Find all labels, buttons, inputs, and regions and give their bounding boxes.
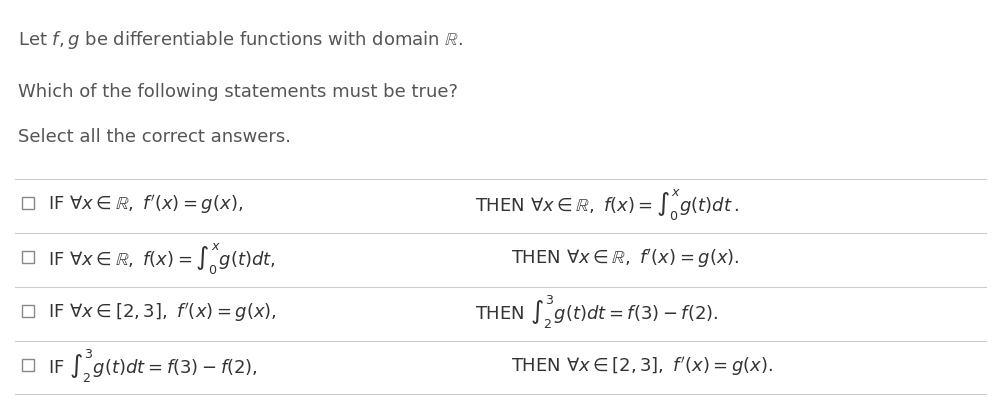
Text: Which of the following statements must be true?: Which of the following statements must b… xyxy=(18,83,458,100)
Text: Select all the correct answers.: Select all the correct answers. xyxy=(18,128,291,146)
Text: THEN $\forall x \in [2,3],\ f'(x) = g(x).$: THEN $\forall x \in [2,3],\ f'(x) = g(x)… xyxy=(511,354,773,377)
Text: THEN $\forall x \in \mathbb{R},\ f'(x) = g(x).$: THEN $\forall x \in \mathbb{R},\ f'(x) =… xyxy=(511,247,739,270)
Text: Let $f, g$ be differentiable functions with domain $\mathbb{R}$.: Let $f, g$ be differentiable functions w… xyxy=(18,29,463,51)
Text: IF $\forall x \in \mathbb{R},\ f(x) = \int_0^x g(t)dt,$: IF $\forall x \in \mathbb{R},\ f(x) = \i… xyxy=(48,241,275,275)
Text: THEN $\int_2^3 g(t)dt = f(3) - f(2).$: THEN $\int_2^3 g(t)dt = f(3) - f(2).$ xyxy=(475,293,719,330)
Text: IF $\forall x \in \mathbb{R},\ f'(x) = g(x),$: IF $\forall x \in \mathbb{R},\ f'(x) = g… xyxy=(48,193,243,216)
Text: THEN $\forall x \in \mathbb{R},\ f(x) = \int_0^x g(t)dt\,.$: THEN $\forall x \in \mathbb{R},\ f(x) = … xyxy=(475,187,740,222)
Text: IF $\forall x \in [2,3],\ f'(x) = g(x),$: IF $\forall x \in [2,3],\ f'(x) = g(x),$ xyxy=(48,300,277,323)
Text: IF $\int_2^3 g(t)dt = f(3) - f(2),$: IF $\int_2^3 g(t)dt = f(3) - f(2),$ xyxy=(48,347,258,384)
